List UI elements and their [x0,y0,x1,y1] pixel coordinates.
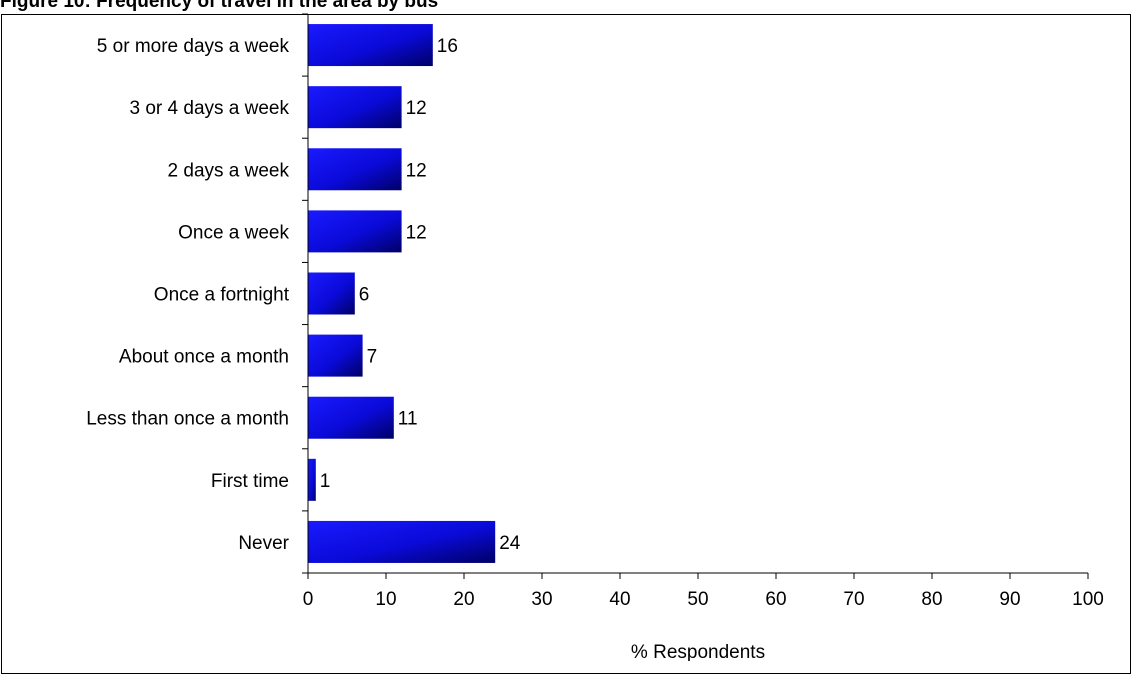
x-tick-label: 10 [375,589,396,610]
bar [308,520,496,563]
category-label: 3 or 4 days a week [130,98,290,119]
bar-value-label: 12 [406,160,427,181]
x-axis-title: % Respondents [631,642,765,661]
bar-value-label: 6 [359,285,370,306]
bar-value-label: 11 [398,409,418,430]
category-label: Never [238,533,289,554]
category-label: First time [211,471,289,492]
category-label: Less than once a month [86,409,289,430]
x-tick-label: 50 [687,589,708,610]
bar-value-label: 1 [320,471,331,492]
category-label: 2 days a week [168,160,290,181]
x-tick-label: 60 [765,589,786,610]
category-label: Once a week [178,222,289,243]
category-label: 5 or more days a week [97,36,290,57]
bar-value-label: 12 [406,98,427,119]
bar [308,210,402,253]
bar-value-label: 7 [367,347,378,368]
chart-title: Figure 10: Frequency of travel in the ar… [0,0,439,12]
x-tick-label: 80 [921,589,942,610]
bar [308,334,363,377]
bar [308,396,394,439]
bar-value-label: 12 [406,222,427,243]
bar [308,86,402,129]
bar [308,24,433,67]
x-tick-label: 90 [999,589,1020,610]
x-tick-label: 0 [303,589,314,610]
category-label: About once a month [119,347,289,368]
bar [308,148,402,191]
bar-value-label: 16 [437,36,458,57]
x-tick-label: 30 [531,589,552,610]
bar [308,458,316,501]
category-label: Once a fortnight [154,285,290,306]
x-tick-label: 70 [843,589,864,610]
bar [308,272,355,315]
x-tick-label: 20 [453,589,474,610]
x-tick-label: 40 [609,589,630,610]
x-tick-label: 100 [1072,589,1104,610]
bar-value-label: 24 [499,533,521,554]
